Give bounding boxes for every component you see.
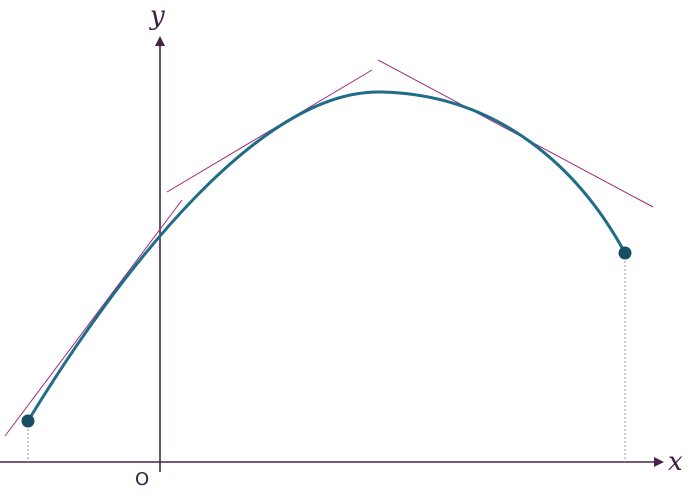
endpoint [21, 414, 35, 428]
endpoint [618, 246, 632, 260]
x-label: x [668, 447, 683, 477]
curve [26, 90, 627, 422]
tangent-line [4, 199, 183, 437]
origin-label: O [135, 469, 149, 490]
y-label: y [149, 1, 165, 31]
